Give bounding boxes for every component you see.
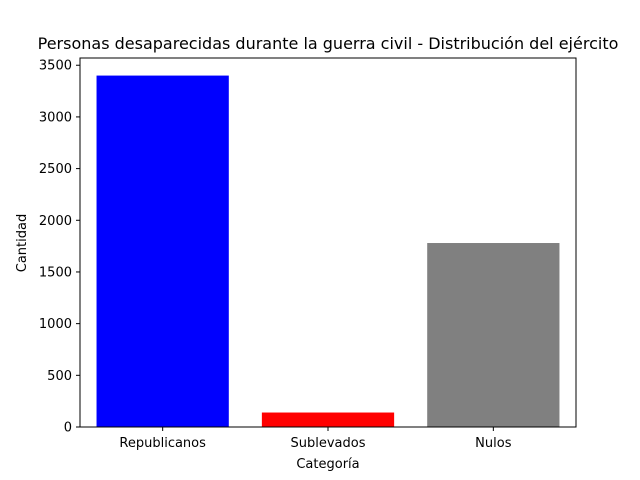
- bar-sublevados: [261, 412, 395, 427]
- chart-title: Personas desaparecidas durante la guerra…: [38, 34, 619, 53]
- x-axis-label: Categoría: [296, 457, 359, 472]
- y-tick-label: 2000: [39, 214, 72, 229]
- y-tick-label: 2500: [39, 162, 72, 177]
- y-axis-label: Cantidad: [15, 214, 30, 272]
- x-tick-label: Republicanos: [119, 436, 206, 451]
- y-tick-label: 500: [47, 369, 72, 384]
- y-tick-label: 1500: [39, 265, 72, 280]
- y-tick-label: 1000: [39, 317, 72, 332]
- x-tick-label: Nulos: [475, 436, 512, 451]
- y-tick-label: 0: [64, 421, 72, 436]
- x-tick-label: Sublevados: [291, 436, 366, 451]
- y-tick-label: 3500: [39, 59, 72, 74]
- y-tick-label: 3000: [39, 110, 72, 125]
- bar-nulos: [427, 243, 560, 427]
- x-axis: Republicanos Sublevados Nulos: [119, 427, 512, 451]
- bars-group: [96, 75, 560, 428]
- bar-republicanos: [96, 75, 229, 428]
- y-axis: 0 500 1000 1500 2000 2500 3000 3500: [39, 59, 80, 436]
- axes-frame: [79, 57, 577, 428]
